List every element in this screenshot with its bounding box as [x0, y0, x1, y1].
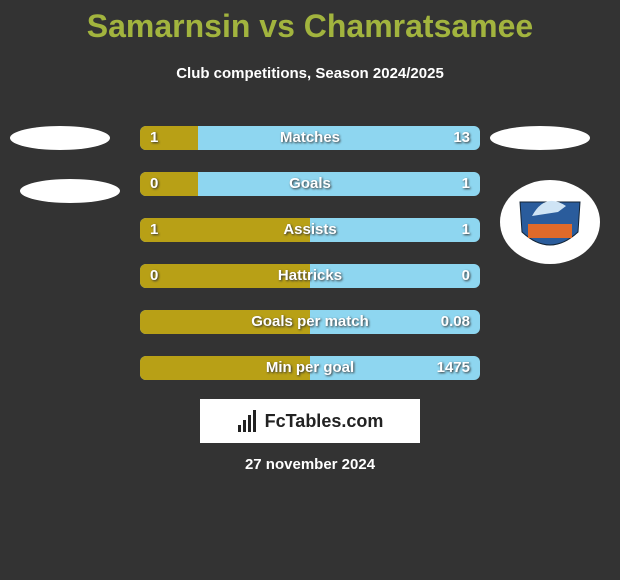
stat-bar: Goals 0 1: [140, 172, 480, 196]
stat-bar: Min per goal 1475: [140, 356, 480, 380]
left-value: 0: [150, 175, 159, 192]
right-value: 13: [453, 129, 470, 146]
left-fill: [140, 126, 198, 150]
stat-label: Hattricks: [277, 267, 343, 284]
left-fill: [140, 264, 310, 288]
left-fill: [140, 172, 198, 196]
stat-bar: Hattricks 0 0: [140, 264, 480, 288]
right-value: 1475: [436, 359, 470, 376]
right-value: 0: [461, 267, 470, 284]
left-fill: [140, 356, 310, 380]
right-value: 0.08: [440, 313, 470, 330]
stat-bar: Goals per match 0.08: [140, 310, 480, 334]
right-badge: [490, 126, 590, 150]
brand-icon: [237, 410, 256, 432]
stat-label: Goals: [289, 175, 331, 192]
date: 27 november 2024: [244, 456, 376, 473]
stat-bar: Assists 1 1: [140, 218, 480, 242]
right-value: 1: [461, 175, 470, 192]
stat-label: Assists: [283, 221, 337, 238]
title: Samarnsin vs Chamratsamee: [86, 8, 534, 44]
stat-label: Goals per match: [251, 313, 369, 330]
stat-bar: Matches 1 13: [140, 126, 480, 150]
left-badge: [10, 126, 110, 150]
right-value: 1: [461, 221, 470, 238]
left-fill: [140, 310, 310, 334]
left-value: 0: [150, 267, 159, 284]
left-value: 1: [150, 129, 159, 146]
left-badge: [20, 179, 120, 203]
brand-logo: FcTables.com: [200, 399, 420, 443]
brand-text: FcTables.com: [264, 410, 384, 431]
stat-label: Min per goal: [265, 359, 355, 376]
subtitle: Club competitions, Season 2024/2025: [176, 65, 444, 82]
stat-label: Matches: [279, 129, 341, 146]
left-fill: [140, 218, 310, 242]
left-value: 1: [150, 221, 159, 238]
club-logo: [500, 180, 600, 264]
